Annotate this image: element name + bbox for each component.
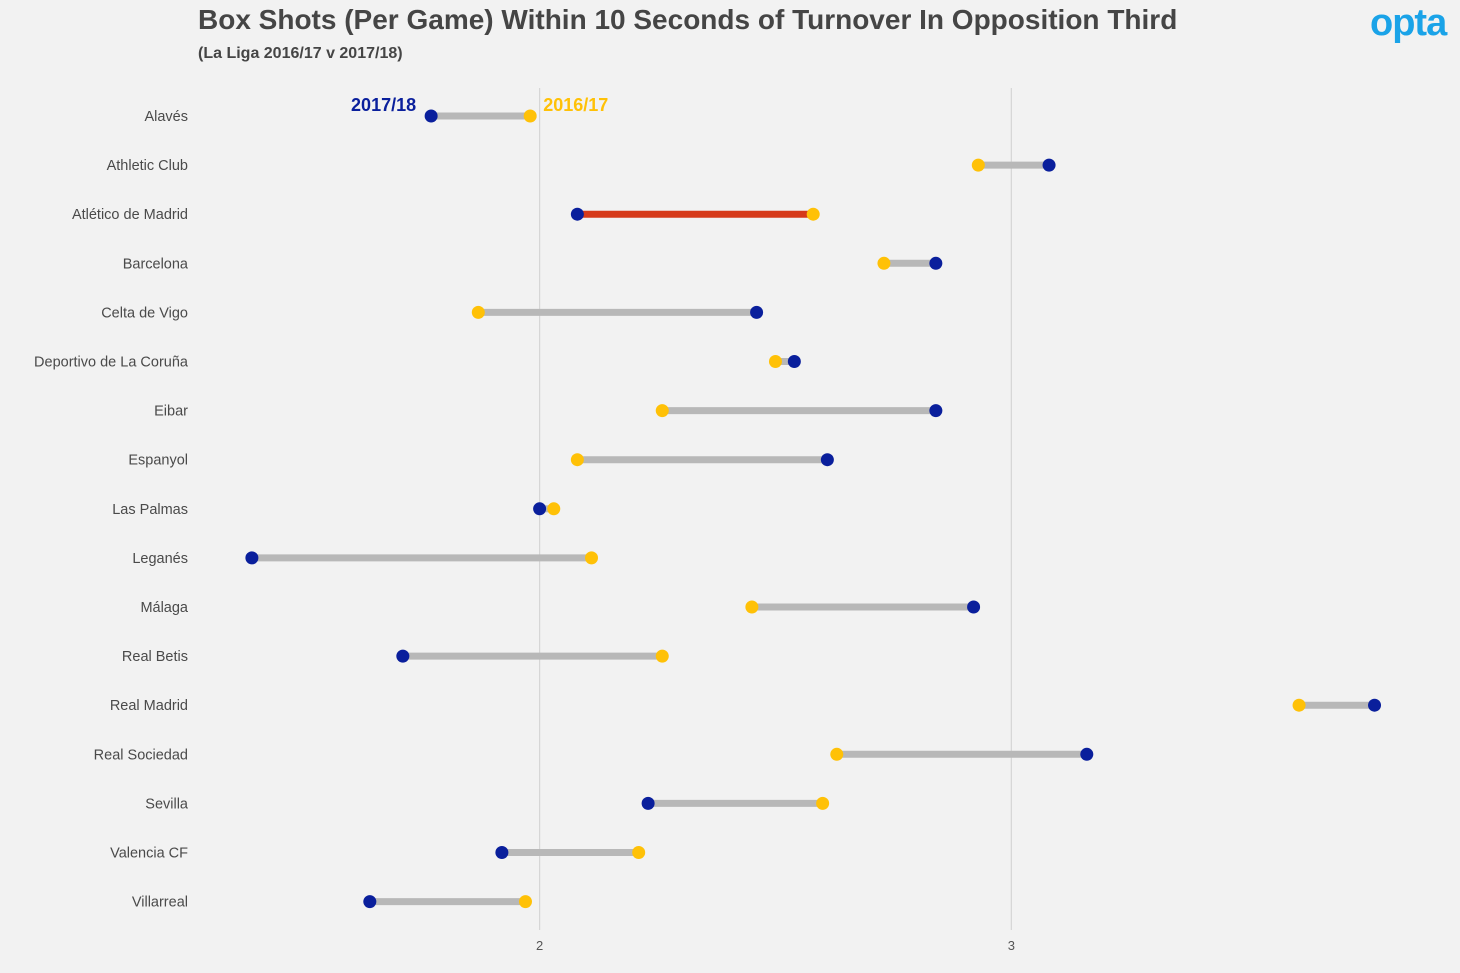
point-2016-17 [806, 207, 820, 221]
point-2016-17 [655, 404, 669, 418]
point-2016-17 [523, 109, 537, 123]
point-2016-17 [518, 895, 532, 909]
category-label: Sevilla [145, 796, 189, 812]
category-label: Las Palmas [112, 502, 188, 518]
point-2016-17 [877, 256, 891, 270]
legend-2016-17: 2016/17 [543, 95, 608, 115]
point-2017-18 [1042, 158, 1056, 172]
category-label: Alavés [144, 109, 188, 125]
point-2017-18 [245, 551, 259, 565]
point-2017-18 [424, 109, 438, 123]
point-2016-17 [830, 747, 844, 761]
category-label: Deportivo de La Coruña [34, 355, 189, 371]
category-label: Real Betis [122, 649, 188, 665]
point-2017-18 [641, 796, 655, 810]
category-label: Villarreal [132, 895, 188, 911]
chart-subtitle: (La Liga 2016/17 v 2017/18) [198, 45, 403, 62]
category-label: Celta de Vigo [101, 305, 188, 321]
category-label: Barcelona [123, 256, 189, 272]
point-2017-18 [570, 207, 584, 221]
point-2017-18 [495, 846, 509, 859]
opta-logo: opta [1370, 2, 1447, 44]
category-label: Atlético de Madrid [72, 207, 188, 223]
point-2017-18 [1368, 698, 1382, 712]
point-2017-18 [929, 256, 943, 270]
point-2016-17 [1292, 698, 1306, 712]
point-2017-18 [750, 305, 764, 319]
point-2016-17 [745, 600, 759, 614]
category-label: Eibar [154, 404, 188, 420]
category-label: Real Madrid [110, 698, 188, 714]
category-label: Espanyol [128, 453, 188, 469]
chart-title: Box Shots (Per Game) Within 10 Seconds o… [198, 4, 1178, 35]
x-tick-label: 2 [536, 938, 543, 953]
point-2017-18 [787, 355, 801, 368]
point-2017-18 [363, 895, 377, 909]
category-label: Real Sociedad [94, 747, 188, 763]
point-2016-17 [971, 158, 985, 172]
point-2016-17 [768, 355, 782, 368]
point-2017-18 [396, 649, 410, 663]
point-2017-18 [533, 502, 547, 516]
x-tick-label: 3 [1008, 938, 1015, 953]
category-label: Leganés [132, 551, 188, 567]
point-2016-17 [816, 796, 830, 810]
category-label: Valencia CF [110, 846, 188, 862]
point-2017-18 [967, 600, 981, 614]
category-label: Athletic Club [107, 158, 188, 174]
point-2016-17 [570, 453, 584, 467]
category-label: Málaga [140, 600, 188, 616]
legend-2017-18: 2017/18 [351, 95, 416, 115]
point-2017-18 [1080, 747, 1094, 761]
point-2016-17 [585, 551, 599, 565]
point-2017-18 [929, 404, 943, 418]
point-2016-17 [632, 846, 646, 859]
point-2017-18 [820, 453, 834, 467]
point-2016-17 [655, 649, 669, 663]
point-2016-17 [547, 502, 561, 516]
point-2016-17 [471, 305, 485, 319]
